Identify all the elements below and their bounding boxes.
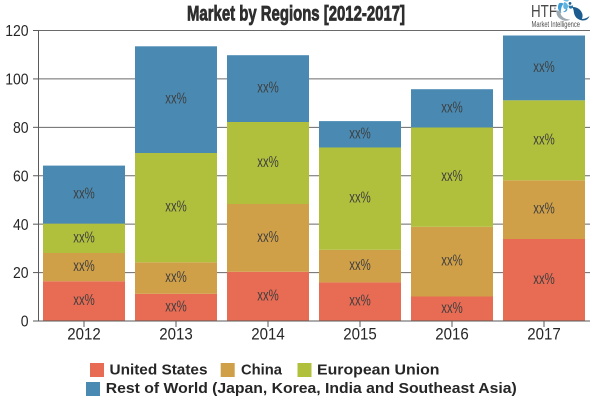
svg-text:120: 120: [5, 23, 28, 40]
svg-text:xx%: xx%: [257, 80, 279, 97]
svg-text:2015: 2015: [343, 326, 377, 344]
svg-text:80: 80: [13, 120, 29, 137]
svg-text:xx%: xx%: [349, 190, 371, 207]
svg-text:2014: 2014: [251, 326, 285, 344]
svg-text:xx%: xx%: [257, 287, 279, 304]
svg-text:xx%: xx%: [257, 229, 279, 246]
svg-text:2017: 2017: [527, 326, 561, 344]
svg-text:xx%: xx%: [73, 258, 95, 275]
svg-text:xx%: xx%: [349, 257, 371, 274]
svg-text:xx%: xx%: [441, 168, 463, 185]
svg-text:100: 100: [5, 72, 28, 89]
svg-text:xx%: xx%: [441, 253, 463, 270]
svg-text:xx%: xx%: [441, 300, 463, 317]
svg-text:40: 40: [13, 217, 29, 234]
svg-text:xx%: xx%: [533, 201, 555, 218]
svg-text:xx%: xx%: [165, 269, 187, 286]
svg-text:xx%: xx%: [533, 59, 555, 76]
svg-text:20: 20: [13, 265, 29, 282]
svg-text:China: China: [241, 363, 283, 379]
svg-text:xx%: xx%: [533, 271, 555, 288]
svg-text:2012: 2012: [67, 326, 101, 344]
svg-text:European Union: European Union: [317, 363, 440, 379]
svg-text:xx%: xx%: [73, 292, 95, 309]
svg-text:xx%: xx%: [441, 99, 463, 116]
svg-text:xx%: xx%: [349, 125, 371, 142]
svg-text:2013: 2013: [159, 326, 193, 344]
svg-text:xx%: xx%: [349, 293, 371, 310]
svg-text:xx%: xx%: [73, 229, 95, 246]
svg-text:60: 60: [13, 168, 29, 185]
svg-text:2016: 2016: [435, 326, 469, 344]
svg-text:xx%: xx%: [165, 298, 187, 315]
svg-text:HTF: HTF: [531, 1, 557, 21]
svg-text:xx%: xx%: [533, 131, 555, 148]
svg-text:Rest of World (Japan, Korea, I: Rest of World (Japan, Korea, India and S…: [106, 381, 517, 397]
svg-text:xx%: xx%: [73, 186, 95, 203]
svg-text:Market Intelligence: Market Intelligence: [532, 20, 581, 29]
svg-text:xx%: xx%: [165, 199, 187, 216]
svg-text:0: 0: [21, 314, 29, 331]
svg-text:Market by Regions [2012-2017]: Market by Regions [2012-2017]: [187, 3, 405, 26]
svg-text:xx%: xx%: [165, 91, 187, 108]
svg-text:United States: United States: [110, 363, 208, 379]
svg-text:xx%: xx%: [257, 154, 279, 171]
